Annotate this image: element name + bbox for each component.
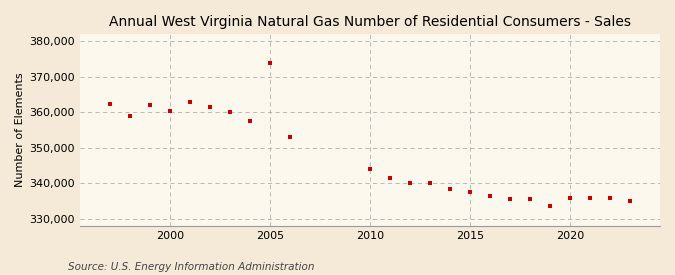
Text: Source: U.S. Energy Information Administration: Source: U.S. Energy Information Administ… <box>68 262 314 272</box>
Y-axis label: Number of Elements: Number of Elements <box>15 73 25 188</box>
Title: Annual West Virginia Natural Gas Number of Residential Consumers - Sales: Annual West Virginia Natural Gas Number … <box>109 15 631 29</box>
